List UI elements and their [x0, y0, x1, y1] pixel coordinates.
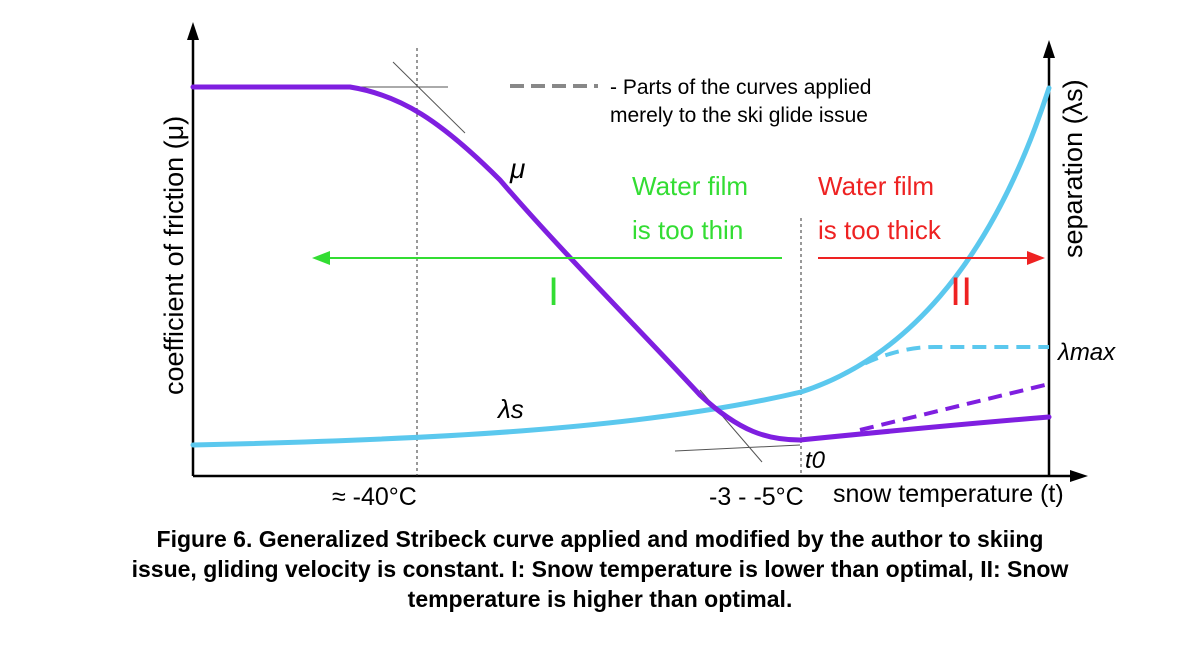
figure-caption: Figure 6. Generalized Stribeck curve app…	[40, 524, 1160, 614]
thick-region-label-line2: is too thick	[818, 215, 942, 245]
left-y-axis-arrowhead	[187, 22, 199, 40]
t0-label: t0	[805, 447, 826, 474]
lambda-max-dashed-curve	[844, 345, 1049, 375]
right-y-axis-label: separation (λs)	[1058, 79, 1088, 258]
mu-curve-label: μ	[509, 153, 525, 184]
too-thin-arrowhead	[312, 251, 330, 265]
lambda-s-curve	[190, 85, 1052, 448]
lambda-s-curve-label: λs	[496, 394, 524, 424]
x-axis-arrowhead	[1070, 470, 1088, 482]
legend-text-line1: - Parts of the curves applied	[610, 76, 871, 99]
thin-region-label-line2: is too thin	[632, 215, 743, 245]
caption-line-1: Figure 6. Generalized Stribeck curve app…	[156, 526, 1044, 552]
left-y-axis-label: coefficient of friction (μ)	[159, 116, 189, 395]
caption-line-2: issue, gliding velocity is constant. I: …	[131, 556, 1069, 582]
thick-region-label-line1: Water film	[818, 171, 934, 201]
lambda-max-label: λmax	[1056, 339, 1116, 366]
region-I-label: I	[548, 270, 559, 314]
x-tick-optimum: -3 - -5°C	[709, 483, 804, 511]
legend-text-line2: merely to the ski glide issue	[610, 104, 868, 127]
tangent-diagonal-top	[392, 61, 466, 134]
tangent-horizontal-bottom	[674, 444, 801, 452]
stribeck-diagram: coefficient of friction (μ) separation (…	[159, 22, 1116, 511]
x-axis-label: snow temperature (t)	[833, 480, 1064, 508]
mu-dashed-curve	[859, 382, 1050, 432]
x-tick-minus40: ≈ -40°C	[332, 483, 417, 511]
right-y-axis-arrowhead	[1043, 40, 1055, 58]
too-thick-arrowhead	[1027, 251, 1045, 265]
caption-line-3: temperature is higher than optimal.	[407, 586, 793, 612]
region-II-label: II	[950, 270, 972, 314]
mu-curve	[190, 84, 1052, 443]
thin-region-label-line1: Water film	[632, 171, 748, 201]
